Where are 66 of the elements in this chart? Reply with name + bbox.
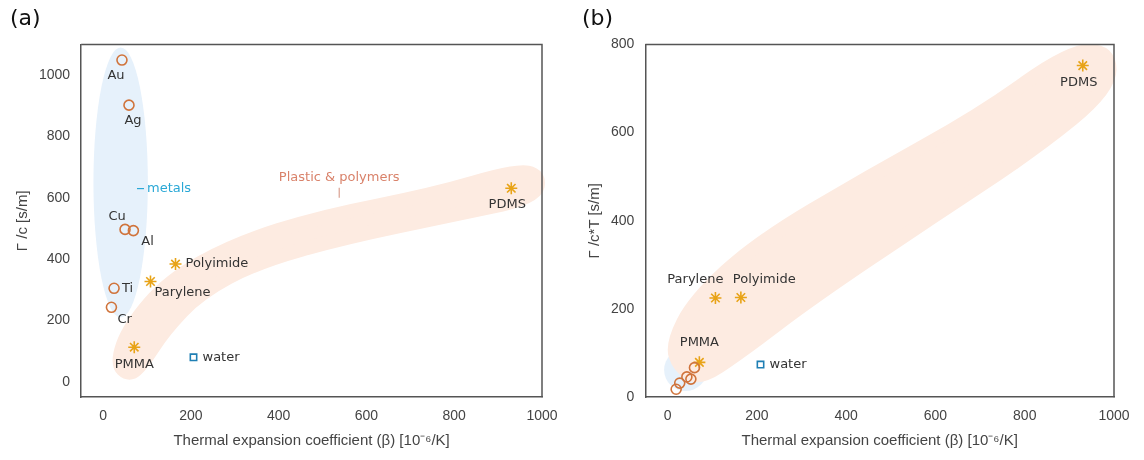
annotation: Cu — [108, 207, 126, 223]
y-tick-label: 800 — [611, 35, 635, 52]
x-tick-label: 800 — [1013, 407, 1037, 424]
annotation: Polyimide — [732, 270, 796, 286]
annotation: metals — [146, 179, 192, 195]
point — [692, 355, 707, 370]
y-tick-label: 400 — [611, 211, 635, 228]
point — [734, 290, 748, 305]
annotation: Au — [107, 67, 125, 83]
y-tick-label: 0 — [62, 372, 71, 389]
point — [127, 224, 140, 237]
x-tick-label: 0 — [99, 407, 108, 424]
x-tick-label: 600 — [354, 407, 379, 424]
annotation: Polyimide — [185, 255, 249, 271]
x-tick-label: 800 — [442, 407, 467, 424]
annotation: water — [202, 348, 241, 364]
point — [116, 54, 128, 66]
annotation: Ti — [121, 279, 134, 295]
point — [119, 223, 131, 236]
point — [105, 301, 118, 314]
y-axis-title: Γ /c [s/m] — [13, 190, 31, 252]
annotation: Parylene — [667, 271, 724, 287]
point — [127, 340, 142, 354]
annotation: Cr — [117, 310, 133, 326]
x-tick-label: 200 — [745, 407, 769, 424]
x-tick-label: 1000 — [1098, 407, 1130, 424]
point — [123, 99, 135, 111]
annotation: Ag — [124, 111, 142, 127]
x-tick-label: 200 — [179, 407, 203, 424]
point — [673, 377, 686, 389]
x-axis-title: Thermal expansion coefficient (β) [10⁻⁶/K] — [741, 431, 1018, 449]
annotation: Al — [141, 232, 154, 248]
point — [708, 291, 723, 305]
y-tick-label: 1000 — [38, 65, 71, 82]
y-tick-label: 600 — [611, 123, 635, 140]
y-axis-title: Γ /c*T [s/m] — [585, 183, 603, 259]
point — [756, 360, 765, 369]
annotation: PDMS — [1060, 73, 1098, 89]
x-tick-label: 1000 — [526, 407, 558, 424]
y-tick-label: 600 — [46, 188, 71, 205]
point — [670, 383, 682, 396]
annotation: PDMS — [488, 195, 526, 211]
y-tick-label: 400 — [46, 250, 71, 267]
x-axis-title: Thermal expansion coefficient (β) [10⁻⁶/K] — [173, 431, 450, 449]
y-tick-label: 200 — [611, 299, 635, 316]
x-tick-label: 600 — [923, 407, 948, 424]
annotation: PMMA — [114, 355, 154, 371]
y-tick-label: 800 — [46, 127, 71, 144]
chart-title: (b) — [582, 4, 614, 30]
point — [504, 181, 519, 196]
annotation: Parylene — [154, 283, 211, 299]
point — [1075, 58, 1090, 73]
annotation: PMMA — [679, 333, 720, 349]
chart-title: (a) — [10, 4, 41, 30]
annotation: Plastic & polymers — [278, 169, 400, 185]
point — [688, 361, 701, 374]
x-tick-label: 0 — [663, 407, 672, 424]
y-tick-label: 0 — [626, 388, 635, 405]
x-tick-label: 400 — [834, 407, 859, 424]
point — [168, 257, 183, 271]
point — [189, 353, 198, 362]
point — [108, 282, 120, 295]
x-tick-label: 400 — [266, 407, 291, 424]
point — [685, 373, 697, 385]
annotation: water — [769, 355, 808, 371]
y-tick-label: 200 — [46, 311, 71, 328]
